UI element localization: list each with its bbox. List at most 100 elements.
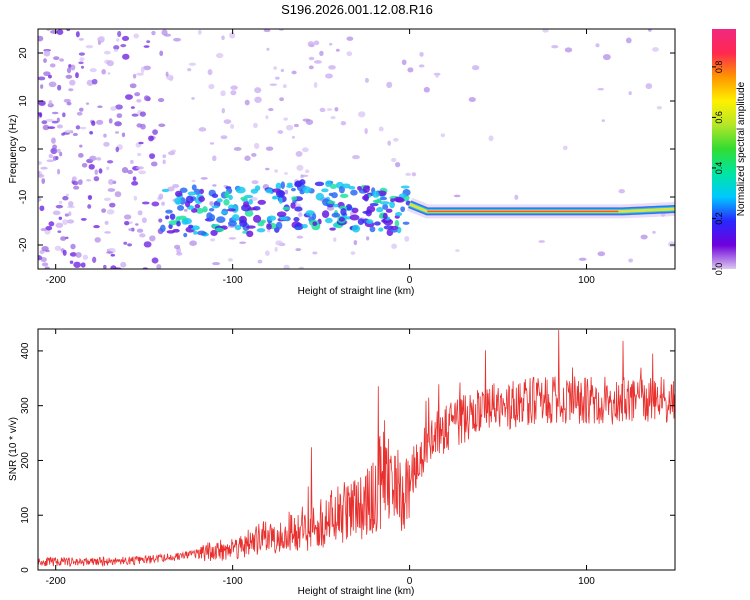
- signal-blob: [362, 210, 372, 214]
- noise-blob: [283, 117, 288, 121]
- noise-blob: [212, 184, 217, 187]
- signal-blob: [390, 225, 399, 231]
- noise-blob: [440, 133, 446, 138]
- signal-blob: [331, 212, 341, 218]
- snr-line: [38, 330, 675, 568]
- noise-blob: [212, 262, 221, 266]
- noise-blob: [265, 115, 269, 120]
- noise-blob: [46, 29, 51, 32]
- noise-blob: [87, 195, 93, 201]
- noise-blob: [94, 169, 98, 176]
- signal-blob: [348, 185, 356, 190]
- noise-blob: [269, 83, 278, 86]
- noise-blob: [101, 208, 107, 213]
- colorbar-label: Normalized spectral amplitude: [736, 81, 747, 216]
- noise-blob: [136, 98, 142, 103]
- noise-blob: [223, 119, 232, 124]
- noise-blob: [138, 170, 146, 175]
- noise-blob: [251, 180, 259, 185]
- noise-blob: [140, 66, 145, 74]
- noise-blob: [265, 146, 274, 151]
- noise-blob: [162, 154, 167, 159]
- noise-blob: [41, 262, 49, 267]
- noise-blob: [230, 90, 237, 96]
- noise-blob: [39, 249, 45, 255]
- noise-blob: [656, 106, 662, 110]
- noise-blob: [266, 47, 270, 51]
- noise-blob: [77, 179, 83, 185]
- noise-blob: [133, 195, 138, 201]
- signal-blob: [374, 221, 381, 226]
- noise-blob: [85, 102, 90, 105]
- signal-blob: [305, 210, 315, 216]
- noise-blob: [188, 62, 197, 66]
- noise-blob: [129, 221, 133, 224]
- signal-blob: [165, 209, 173, 214]
- signal-blob: [282, 206, 290, 211]
- noise-blob: [53, 56, 60, 61]
- noise-blob: [75, 31, 80, 38]
- noise-blob: [191, 179, 196, 183]
- noise-blob: [143, 65, 152, 71]
- noise-blob: [69, 79, 76, 86]
- noise-blob: [103, 50, 111, 55]
- noise-blob: [300, 174, 304, 179]
- noise-blob: [209, 201, 214, 206]
- noise-blob: [295, 151, 303, 157]
- signal-blob: [247, 207, 257, 211]
- noise-blob: [80, 217, 87, 221]
- noise-blob: [95, 157, 102, 161]
- y-tick-label: 200: [20, 452, 31, 469]
- noise-blob: [138, 141, 144, 145]
- signal-blob: [340, 208, 347, 216]
- noise-blob: [127, 243, 133, 247]
- noise-blob: [66, 101, 72, 106]
- colorbar-tick-label: 0.0: [714, 263, 724, 276]
- signal-blob: [234, 224, 242, 231]
- signal-blob: [228, 194, 233, 201]
- y-tick-label: -20: [18, 237, 29, 252]
- noise-blob: [52, 144, 58, 150]
- noise-blob: [132, 73, 137, 79]
- noise-blob: [86, 179, 92, 182]
- noise-blob: [297, 212, 303, 218]
- snr-content: [38, 330, 675, 568]
- signal-blob: [174, 190, 183, 197]
- noise-blob: [39, 112, 43, 118]
- noise-blob: [104, 220, 109, 225]
- signal-blob: [294, 206, 303, 212]
- noise-blob: [70, 243, 76, 250]
- noise-blob: [66, 29, 71, 32]
- noise-blob: [69, 260, 74, 264]
- noise-blob: [395, 162, 401, 168]
- signal-blob: [226, 208, 236, 212]
- noise-blob: [136, 72, 144, 76]
- noise-blob: [62, 249, 67, 256]
- signal-blob: [176, 220, 181, 227]
- noise-blob: [254, 87, 262, 94]
- noise-blob: [131, 181, 139, 186]
- noise-blob: [78, 152, 84, 158]
- noise-blob: [51, 120, 59, 124]
- noise-blob: [233, 147, 242, 151]
- noise-blob: [70, 64, 76, 71]
- noise-blob: [221, 35, 225, 41]
- signal-blob: [223, 198, 230, 206]
- noise-blob: [39, 205, 45, 212]
- noise-blob: [244, 155, 251, 161]
- noise-blob: [328, 65, 336, 70]
- noise-blob: [68, 211, 72, 217]
- noise-blob: [274, 246, 278, 252]
- noise-blob: [326, 108, 333, 111]
- noise-blob: [110, 253, 116, 257]
- noise-blob: [313, 82, 318, 88]
- x-tick-label: 100: [578, 275, 595, 286]
- noise-blob: [597, 88, 605, 91]
- noise-blob: [41, 245, 49, 252]
- noise-blob: [274, 169, 279, 173]
- noise-blob: [73, 261, 81, 268]
- noise-blob: [280, 68, 285, 73]
- signal-blob: [394, 219, 400, 228]
